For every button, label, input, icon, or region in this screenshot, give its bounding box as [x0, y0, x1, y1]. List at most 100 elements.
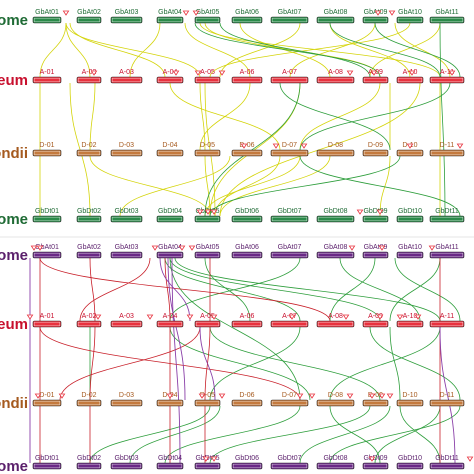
- chromosome-label: A-06: [240, 69, 255, 76]
- synteny-link: [169, 257, 301, 322]
- synteny-link: [339, 257, 421, 322]
- chromosome-label: A-02: [82, 313, 97, 320]
- synteny-link: [369, 326, 461, 401]
- chromosome-bar: [316, 462, 355, 470]
- chromosome-label: GbAt08: [324, 9, 348, 16]
- synteny-link: [204, 82, 301, 217]
- synteny-link: [204, 155, 211, 217]
- chromosome-bar: [270, 149, 309, 157]
- chromosome-bar-highlight: [271, 400, 308, 406]
- chromosome-bar-highlight: [271, 150, 308, 156]
- chromosome-label: D-01: [39, 392, 54, 399]
- chromosome-bar-highlight: [271, 216, 308, 222]
- gene-marker: [370, 70, 378, 76]
- chromosome-bar: [231, 76, 263, 84]
- synteny-link: [329, 22, 411, 78]
- gene-marker: [188, 245, 196, 251]
- chromosome-label: GbAt10: [398, 9, 422, 16]
- chromosome-bar-highlight: [363, 150, 388, 156]
- synteny-link: [89, 405, 211, 464]
- chromosome-label: GbAt03: [115, 244, 139, 251]
- gene-marker: [376, 209, 384, 215]
- chromosome-bar: [194, 251, 221, 259]
- chromosome-bar-highlight: [271, 252, 308, 258]
- chromosome-bar-highlight: [271, 321, 308, 327]
- chromosome-bar: [156, 149, 184, 157]
- chromosome-label: A-08: [328, 69, 343, 76]
- gene-marker: [386, 393, 394, 399]
- chromosome-label: D-05: [200, 142, 215, 149]
- synteny-link: [199, 22, 441, 78]
- chromosome-bar-highlight: [157, 216, 183, 222]
- track-label: ondii: [0, 145, 28, 162]
- synteny-link: [389, 257, 441, 322]
- chromosome-bar: [231, 399, 263, 407]
- chromosome-bar: [110, 215, 143, 223]
- synteny-link: [329, 257, 376, 322]
- chromosome-label: GbDt04: [158, 208, 182, 215]
- chromosome-label: D-11: [440, 142, 455, 149]
- chromosome-bar-highlight: [77, 463, 101, 469]
- chromosome-label: D-06: [239, 142, 254, 149]
- chromosome-label: GbAt11: [435, 244, 458, 251]
- chromosome-label: GbAt10: [398, 244, 422, 251]
- chromosome-bar-highlight: [271, 77, 308, 83]
- chromosome-bar-highlight: [317, 321, 354, 327]
- chromosome-bar: [32, 16, 62, 24]
- chromosome-bar-highlight: [77, 77, 101, 83]
- chromosome-bar: [156, 16, 184, 24]
- chromosome-track: A-01 A-02 A-03 A-04 A-05 A-06 A-07 A-08 A-09 A-10…: [32, 313, 465, 328]
- gene-marker: [346, 393, 354, 399]
- chromosome-bar: [429, 16, 465, 24]
- chromosome-bar: [362, 320, 389, 328]
- synteny-link: [219, 155, 331, 217]
- chromosome-bar: [316, 16, 355, 24]
- chromosome-bar: [316, 76, 355, 84]
- gene-marker: [378, 245, 386, 251]
- gene-marker: [296, 393, 304, 399]
- synteny-link: [214, 155, 281, 217]
- chromosome-bar-highlight: [33, 400, 61, 406]
- chromosome-bar: [429, 215, 465, 223]
- synteny-link: [89, 257, 96, 322]
- chromosome-label: A-03: [119, 313, 134, 320]
- chromosome-bar-highlight: [271, 17, 308, 23]
- chromosome-bar: [110, 462, 143, 470]
- chromosome-bar-highlight: [195, 463, 220, 469]
- chromosome-bar: [270, 76, 309, 84]
- synteny-link: [39, 257, 331, 322]
- chromosome-label: A-04: [163, 69, 178, 76]
- chromosome-bar: [110, 320, 143, 328]
- chromosome-bar: [32, 251, 62, 259]
- synteny-link: [379, 155, 391, 217]
- synteny-link: [59, 326, 201, 401]
- chromosome-bar: [32, 462, 62, 470]
- chromosome-bar-highlight: [195, 216, 220, 222]
- chromosome-bar: [32, 215, 62, 223]
- chromosome-bar-highlight: [397, 321, 423, 327]
- chromosome-label: GbDt09: [363, 208, 387, 215]
- gene-marker: [374, 10, 382, 16]
- gene-marker: [94, 314, 102, 320]
- chromosome-bar-highlight: [317, 77, 354, 83]
- chromosome-bar-highlight: [33, 216, 61, 222]
- chromosome-bar: [231, 215, 263, 223]
- synteny-link: [439, 22, 446, 217]
- synteny-link: [389, 326, 401, 401]
- chromosome-bar: [156, 320, 184, 328]
- gene-marker: [202, 456, 210, 462]
- chromosome-bar-highlight: [195, 77, 220, 83]
- chromosome-bar: [76, 462, 102, 470]
- gene-marker: [240, 143, 248, 149]
- gene-marker: [62, 10, 70, 16]
- chromosome-label: GbAt07: [278, 244, 302, 251]
- gene-marker: [356, 209, 364, 215]
- chromosome-bar-highlight: [157, 321, 183, 327]
- gene-marker: [172, 70, 180, 76]
- synteny-link: [164, 405, 301, 464]
- chromosome-label: D-06: [239, 392, 254, 399]
- track-label: ome: [0, 458, 28, 474]
- synteny-link: [169, 257, 381, 322]
- gene-marker: [272, 143, 280, 149]
